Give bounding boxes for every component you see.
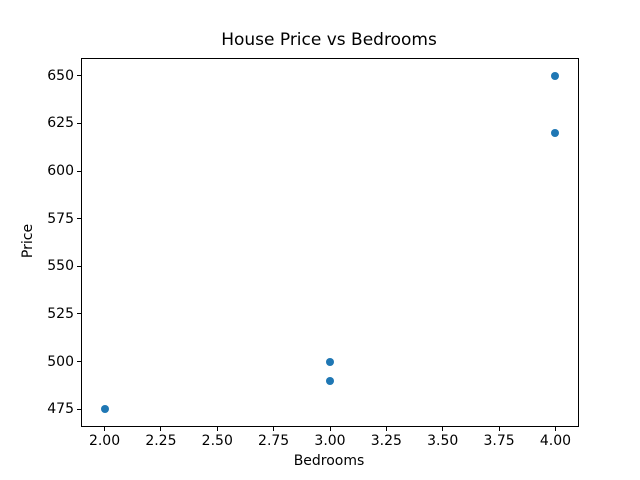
data-point <box>326 376 334 385</box>
x-tick-mark <box>104 427 106 431</box>
y-tick-label: 525 <box>47 305 74 322</box>
y-tick-label: 650 <box>47 67 74 84</box>
x-tick-mark <box>442 427 444 431</box>
y-tick-mark <box>77 122 81 124</box>
x-axis-label: Bedrooms <box>293 453 365 469</box>
y-tick-mark <box>77 408 81 410</box>
data-point <box>551 128 560 137</box>
y-tick-label: 600 <box>47 163 74 179</box>
y-tick-mark <box>77 218 81 220</box>
y-tick-label: 625 <box>47 115 74 132</box>
data-point <box>326 357 334 366</box>
x-tick-mark <box>554 427 556 431</box>
y-tick-mark <box>77 170 81 172</box>
plot-area: 2.00 2.25 2.50 2.75 3.00 3.25 3.50 3.75 4.00 475 5… <box>47 58 579 449</box>
y-axis-label: Price <box>20 223 36 259</box>
x-tick-label: 2.00 <box>88 433 121 449</box>
x-tick-label: 2.75 <box>258 433 290 449</box>
y-tick-mark <box>77 313 81 315</box>
x-tick-mark <box>216 427 218 431</box>
y-tick-mark <box>77 361 81 363</box>
data-point <box>100 405 109 414</box>
y-tick-label: 475 <box>47 401 74 418</box>
x-tick-mark <box>160 427 162 431</box>
y-tick-label: 500 <box>47 353 74 370</box>
x-tick-label: 3.00 <box>314 433 346 449</box>
x-tick-mark <box>498 427 500 431</box>
data-point <box>551 71 560 80</box>
x-tick-mark <box>273 427 275 431</box>
x-tick-mark <box>329 427 331 431</box>
x-tick-label: 3.50 <box>427 433 459 449</box>
y-tick-label: 550 <box>47 258 74 275</box>
x-tick-label: 4.00 <box>539 433 572 449</box>
x-tick-label: 2.25 <box>145 433 177 449</box>
y-tick-mark <box>77 75 81 77</box>
y-tick-label: 575 <box>47 210 74 227</box>
x-tick-label: 3.25 <box>370 433 402 449</box>
x-tick-label: 3.75 <box>483 433 515 449</box>
x-tick-label: 2.50 <box>201 433 233 449</box>
y-tick-mark <box>77 265 81 267</box>
chart-title: House Price vs Bedrooms <box>221 30 437 50</box>
x-tick-mark <box>385 427 387 431</box>
